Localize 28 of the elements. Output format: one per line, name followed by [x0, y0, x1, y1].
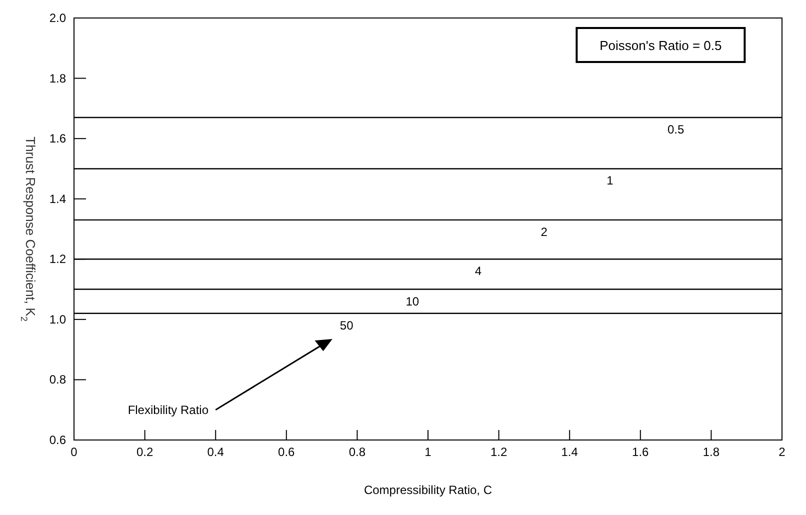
x-tick-label: 0.2	[136, 445, 154, 459]
x-tick-label: 2	[778, 445, 786, 459]
x-tick-label: 0.4	[207, 445, 224, 459]
x-tick-label: 1.6	[632, 445, 650, 459]
x-tick-label: 1	[424, 445, 432, 459]
x-tick-label: 0	[70, 445, 78, 459]
x-axis-title: Compressibility Ratio, C	[364, 483, 492, 497]
y-tick-label: 1.0	[49, 312, 66, 326]
annotation: Flexibility Ratio	[128, 402, 209, 417]
x-tick-label: 1.4	[561, 445, 578, 459]
series-label: 10	[406, 294, 420, 308]
y-tick-label: 1.6	[49, 132, 66, 146]
x-tick-label: 1.8	[702, 445, 720, 459]
x-tick-label: 0.6	[278, 445, 296, 459]
x-tick-label: 1.2	[490, 445, 508, 459]
annotation: Poisson's Ratio = 0.5	[600, 38, 722, 53]
y-tick-label: 0.8	[49, 372, 66, 387]
y-tick-label: 1.8	[49, 71, 66, 86]
series-label: 50	[340, 318, 354, 332]
series-label: 0.5	[667, 122, 684, 136]
series-label: 1	[606, 174, 614, 188]
y-tick-label: 0.6	[49, 433, 66, 447]
y-tick-label: 1.2	[49, 252, 66, 266]
y-tick-label: 1.4	[49, 192, 66, 206]
series-label: 4	[474, 264, 482, 278]
y-tick-label: 2.0	[49, 11, 66, 25]
x-tick-label: 0.8	[348, 445, 366, 459]
series-label: 2	[540, 224, 548, 239]
